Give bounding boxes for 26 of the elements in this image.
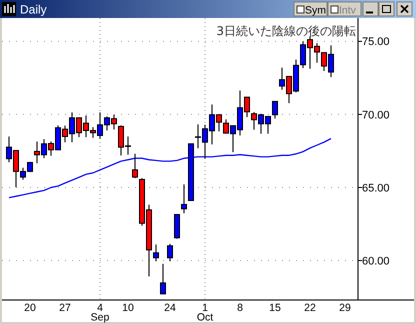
x-tick-label: 24 xyxy=(164,302,176,314)
y-tick-label: 75.00 xyxy=(362,36,390,48)
x-tick-label: 4 Sep xyxy=(90,302,110,324)
text: Sym xyxy=(305,4,326,16)
candlestick xyxy=(167,243,173,262)
x-tick-label: 27 xyxy=(59,302,71,314)
x-tick-label: 20 xyxy=(24,302,36,314)
x-tick-label: 8 xyxy=(237,302,244,314)
candlestick xyxy=(132,153,138,179)
y-tick-label: 65.00 xyxy=(362,182,390,194)
text: Intv xyxy=(339,4,357,16)
candlestick xyxy=(160,263,166,294)
x-tick-label: 15 xyxy=(269,302,281,314)
y-tick-label: 70.00 xyxy=(362,109,390,122)
candlestick xyxy=(181,184,187,214)
candlestick xyxy=(272,100,278,120)
x-tick-label: 22 xyxy=(304,302,316,314)
x-tick-label: 10 xyxy=(122,302,134,314)
candlestick xyxy=(153,244,159,262)
y-tick-label: 60.00 xyxy=(362,255,390,268)
line-series xyxy=(8,138,332,198)
candlestick xyxy=(174,214,180,240)
chart-title: Daily xyxy=(20,2,47,16)
x-tick-label: 29 xyxy=(339,302,351,314)
x-tick-label: 1 Oct xyxy=(196,302,214,324)
annotation: 3日続いた陰線の後の陽転 xyxy=(216,24,356,38)
